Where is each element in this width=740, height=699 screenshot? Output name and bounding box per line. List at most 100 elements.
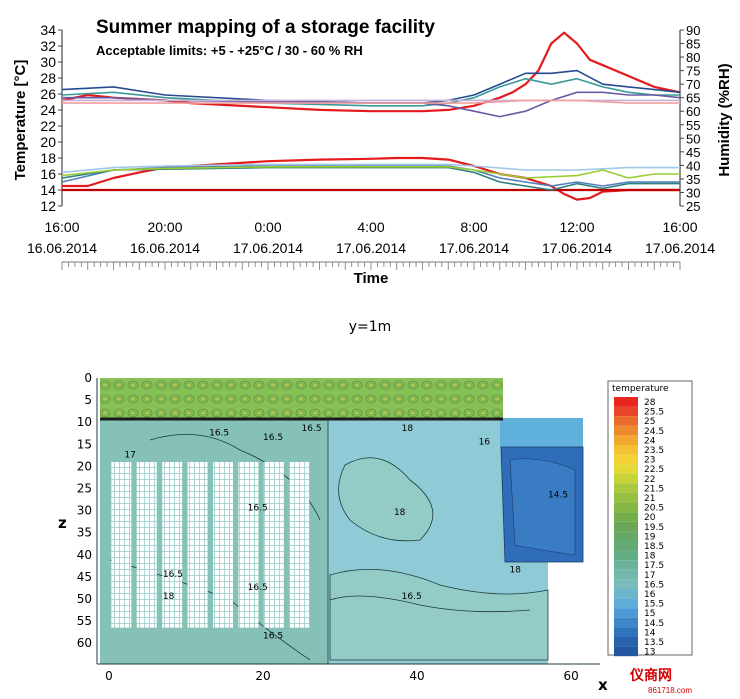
map-z-ticks: 0 5 10 15 20 25 30 35 40 45 50 55 60 (77, 371, 92, 650)
map-x-label: x (598, 676, 608, 694)
legend-swatch (614, 637, 638, 647)
x-tick-time: 8:00 (460, 219, 487, 235)
legend-swatch (614, 550, 638, 561)
map-z-label: z (58, 514, 67, 532)
legend-swatch (614, 617, 638, 628)
series-line-10 (61, 163, 680, 174)
rack (238, 461, 259, 628)
watermark: 仪商网 861718.com (629, 667, 692, 695)
legend-swatch (614, 397, 638, 407)
contour-label: 18 (509, 565, 521, 575)
watermark-url: 861718.com (648, 686, 692, 695)
x-tick-date: 17.06.2014 (439, 240, 509, 256)
y2-tick-label: 30 (686, 185, 700, 200)
series-line-9 (61, 166, 680, 191)
y-tick-label: 16 (40, 166, 56, 182)
legend-swatch (614, 569, 638, 580)
x-tick-time: 16:00 (662, 219, 697, 235)
legend-swatch (614, 579, 638, 589)
map-z-tick: 10 (77, 415, 92, 429)
legend-swatch (614, 512, 638, 522)
x-tick-time: 16:00 (44, 219, 79, 235)
y-tick-label: 32 (40, 38, 56, 54)
legend-label: 17 (644, 571, 655, 581)
legend-label: 23 (644, 456, 655, 466)
y-axis-label: Temperature [°C] (12, 60, 29, 181)
contour-label: 16.5 (402, 592, 422, 602)
legend-label: 25 (644, 417, 655, 427)
zone-cold-inner (509, 458, 576, 556)
contour-label: 18 (402, 424, 414, 434)
contour-label: 17 (124, 451, 135, 461)
legend-swatch (614, 521, 638, 532)
map-z-tick: 5 (84, 393, 92, 407)
y2-tick-label: 35 (686, 172, 700, 187)
legend-label: 20 (644, 513, 656, 523)
map-z-tick: 25 (77, 481, 92, 495)
y2-tick-label: 75 (686, 64, 700, 79)
legend-swatch (614, 531, 638, 541)
line-chart: Summer mapping of a storage facility Acc… (12, 17, 733, 287)
series-line-11 (61, 166, 680, 179)
rack (212, 461, 233, 628)
legend-items: 2825.52524.52423.52322.52221.52120.52019… (614, 397, 664, 658)
legend-label: 22 (644, 475, 655, 485)
y-tick-label: 20 (40, 134, 56, 150)
x-tick-date: 16.06.2014 (130, 240, 200, 256)
legend-swatch (614, 627, 638, 637)
legend-swatch (614, 416, 638, 426)
legend-swatch (614, 464, 638, 474)
legend-swatch (614, 541, 638, 551)
legend-swatch (614, 483, 638, 493)
y-tick-label: 30 (40, 54, 56, 70)
y-tick-label: 26 (40, 86, 56, 102)
y2-tick-label: 40 (686, 158, 700, 173)
contour-label: 14.5 (548, 490, 568, 500)
contour-region (329, 568, 549, 661)
contour-label: 16.5 (302, 424, 322, 434)
watermark-brand: 仪商网 (629, 667, 672, 683)
y2-tick-label: 90 (686, 23, 700, 38)
contour-map: y=1m (58, 319, 693, 694)
legend-label: 13 (644, 648, 655, 658)
legend-label: 17.5 (644, 561, 664, 571)
y2-tick-label: 25 (686, 199, 700, 214)
storage-racks (111, 461, 310, 628)
legend-swatch (614, 493, 638, 503)
map-z-tick: 0 (84, 371, 92, 385)
map-z-tick: 55 (77, 614, 92, 628)
map-z-tick: 50 (77, 592, 92, 606)
contour-label: 16.5 (248, 504, 268, 514)
x-tick-time: 12:00 (559, 219, 594, 235)
x-tick-time: 4:00 (357, 219, 384, 235)
x-tick-date: 16.06.2014 (27, 240, 97, 256)
legend-swatch (614, 425, 638, 436)
contour-label: 16.5 (163, 570, 183, 580)
map-z-tick: 40 (77, 548, 92, 562)
legend-title: temperature (612, 384, 669, 394)
y-tick-label: 34 (40, 22, 56, 38)
x-tick-date: 17.06.2014 (645, 240, 715, 256)
x-tick-date: 17.06.2014 (233, 240, 303, 256)
legend-swatch (614, 406, 638, 417)
legend-label: 24 (644, 436, 656, 446)
map-x-tick: 0 (105, 669, 113, 683)
legend-label: 18 (644, 552, 656, 562)
series-line-1 (61, 69, 681, 104)
legend-swatch (614, 502, 638, 513)
y-tick-label: 12 (40, 198, 56, 214)
legend-label: 15.5 (644, 600, 664, 610)
legend-swatch (614, 608, 638, 618)
legend-label: 22.5 (644, 465, 664, 475)
contour-label: 16.5 (263, 632, 283, 642)
map-x-tick: 60 (563, 669, 578, 683)
series-line-5 (62, 99, 680, 104)
legend-label: 20.5 (644, 504, 664, 514)
x-ticks: 16:00 16.06.2014 20:00 16.06.2014 0:00 17.06.… (27, 219, 715, 256)
map-z-tick: 45 (77, 570, 92, 584)
rack (289, 461, 310, 628)
rack (136, 461, 157, 628)
